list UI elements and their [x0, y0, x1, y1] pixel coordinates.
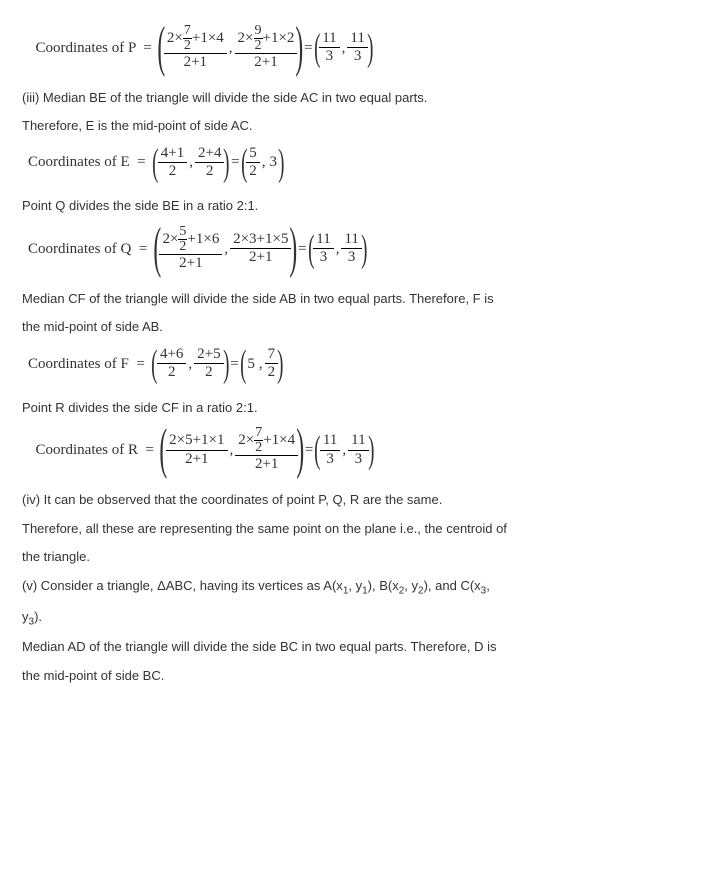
e-t1d: 2 [166, 163, 180, 180]
r-t1n: 2×5+1×1 [166, 432, 227, 450]
r-t2-fn: 7 [254, 426, 263, 441]
coord-r-expr: ( 2×5+1×12+1 , 2×72+1×4 2+1 ) [161, 426, 302, 474]
coord-p-label: Coordinates of P = [22, 34, 159, 63]
r-r2n: 11 [348, 432, 368, 450]
equals-sign: = [296, 235, 308, 264]
r-t2-pre: 2× [238, 432, 254, 448]
text-r: Point R divides the side CF in a ratio 2… [22, 396, 693, 421]
text-iv-b: Therefore, all these are representing th… [22, 517, 693, 542]
coordinates-e-formula: Coordinates of E = ( 4+12 , 2+42 ) = ( 5… [22, 145, 693, 181]
f-t2n: 2+5 [194, 346, 223, 364]
e-t1n: 4+1 [158, 145, 187, 163]
text-cf-a: Median CF of the triangle will divide th… [22, 287, 693, 312]
f-t2d: 2 [202, 364, 216, 381]
equals-sign: = [229, 148, 241, 177]
text-v-b: y3). [22, 605, 693, 632]
text-cf-b: the mid-point of side AB. [22, 315, 693, 340]
q-r2d: 3 [345, 249, 359, 266]
coord-f-label: Coordinates of F = [22, 350, 152, 379]
text-v-a: (v) Consider a triangle, ΔABC, having it… [22, 574, 693, 601]
v-b-post: ). [34, 609, 42, 624]
coord-r-result: ( 113 , 113 ) [315, 432, 373, 468]
e-r1d: 2 [246, 163, 260, 180]
coord-p-result: ( 113 , 113 ) [315, 30, 373, 66]
e-r1n: 5 [246, 145, 260, 163]
f-r2d: 2 [265, 364, 279, 381]
text-iii-a: (iii) Median BE of the triangle will div… [22, 86, 693, 111]
q-t2d: 2+1 [246, 249, 275, 266]
coord-e-label: Coordinates of E = [22, 148, 153, 177]
p-r1n: 11 [319, 30, 339, 48]
q-t2n: 2×3+1×5 [230, 231, 291, 249]
coord-f-expr: ( 4+62 , 2+52 ) [152, 346, 228, 382]
q-t1-pre: 2× [162, 231, 178, 247]
text-iv-a: (iv) It can be observed that the coordin… [22, 488, 693, 513]
v-a-m2: ), B(x [368, 578, 399, 593]
text-iv-c: the triangle. [22, 545, 693, 570]
coordinates-p-formula: Coordinates of P = ( 2×72+1×4 2+1 , 2×92… [22, 24, 693, 72]
text-iii-b: Therefore, E is the mid-point of side AC… [22, 114, 693, 139]
v-a-comma: , [486, 578, 490, 593]
q-t1-den: 2+1 [176, 255, 205, 272]
p-r1d: 3 [323, 48, 337, 65]
f-t1d: 2 [165, 364, 179, 381]
p-t1-den: 2+1 [181, 54, 210, 71]
text-q: Point Q divides the side BE in a ratio 2… [22, 194, 693, 219]
p-t1-fn: 7 [183, 24, 192, 39]
p-t2-post: +1×2 [263, 30, 295, 46]
coord-e-expr: ( 4+12 , 2+42 ) [153, 145, 229, 181]
coordinates-q-formula: Coordinates of Q = ( 2×52+1×6 2+1 , 2×3+… [22, 225, 693, 273]
coord-q-result: ( 113 , 113 ) [309, 231, 367, 267]
q-r1n: 11 [313, 231, 333, 249]
p-t2-den: 2+1 [251, 54, 280, 71]
p-t1-pre: 2× [167, 30, 183, 46]
q-t1-post: +1×6 [187, 231, 219, 247]
text-v-d: the mid-point of side BC. [22, 664, 693, 689]
f-r1: 5 [245, 350, 257, 379]
coord-p-expr: ( 2×72+1×4 2+1 , 2×92+1×2 2+1 ) [159, 24, 302, 72]
r-r2d: 3 [352, 451, 366, 468]
equals-sign: = [302, 34, 314, 63]
r-t2-fd: 2 [254, 441, 263, 455]
r-r1n: 11 [320, 432, 340, 450]
f-t1n: 4+6 [157, 346, 186, 364]
p-r2d: 3 [351, 48, 365, 65]
coordinates-f-formula: Coordinates of F = ( 4+62 , 2+52 ) = ( 5… [22, 346, 693, 382]
f-r2n: 7 [265, 346, 279, 364]
p-t2-fn: 9 [254, 24, 263, 39]
p-t2-fd: 2 [254, 39, 263, 53]
p-t1-post: +1×4 [192, 30, 224, 46]
r-r1d: 3 [323, 451, 337, 468]
p-r2n: 11 [347, 30, 367, 48]
equals-sign: = [228, 350, 240, 379]
p-t1-fd: 2 [183, 39, 192, 53]
coordinates-r-formula: Coordinates of R = ( 2×5+1×12+1 , 2×72+1… [22, 426, 693, 474]
v-a-m4: ), and C(x [424, 578, 481, 593]
q-r2n: 11 [341, 231, 361, 249]
coord-e-result: ( 52 , 3 ) [242, 145, 284, 181]
p-t2-pre: 2× [238, 30, 254, 46]
e-t2d: 2 [203, 163, 217, 180]
v-a-m3: , y [404, 578, 418, 593]
r-t1d: 2+1 [182, 451, 211, 468]
coord-f-result: ( 5 , 72 ) [241, 346, 283, 382]
r-t2-den: 2+1 [252, 456, 281, 473]
text-v-c: Median AD of the triangle will divide th… [22, 635, 693, 660]
q-r1d: 3 [317, 249, 331, 266]
coord-q-expr: ( 2×52+1×6 2+1 , 2×3+1×52+1 ) [155, 225, 296, 273]
e-t2n: 2+4 [195, 145, 224, 163]
v-a-pre: (v) Consider a triangle, ΔABC, having it… [22, 578, 343, 593]
coord-q-label: Coordinates of Q = [22, 235, 155, 264]
v-a-m1: , y [348, 578, 362, 593]
r-t2-post: +1×4 [263, 432, 295, 448]
coord-r-label: Coordinates of R = [22, 436, 161, 465]
